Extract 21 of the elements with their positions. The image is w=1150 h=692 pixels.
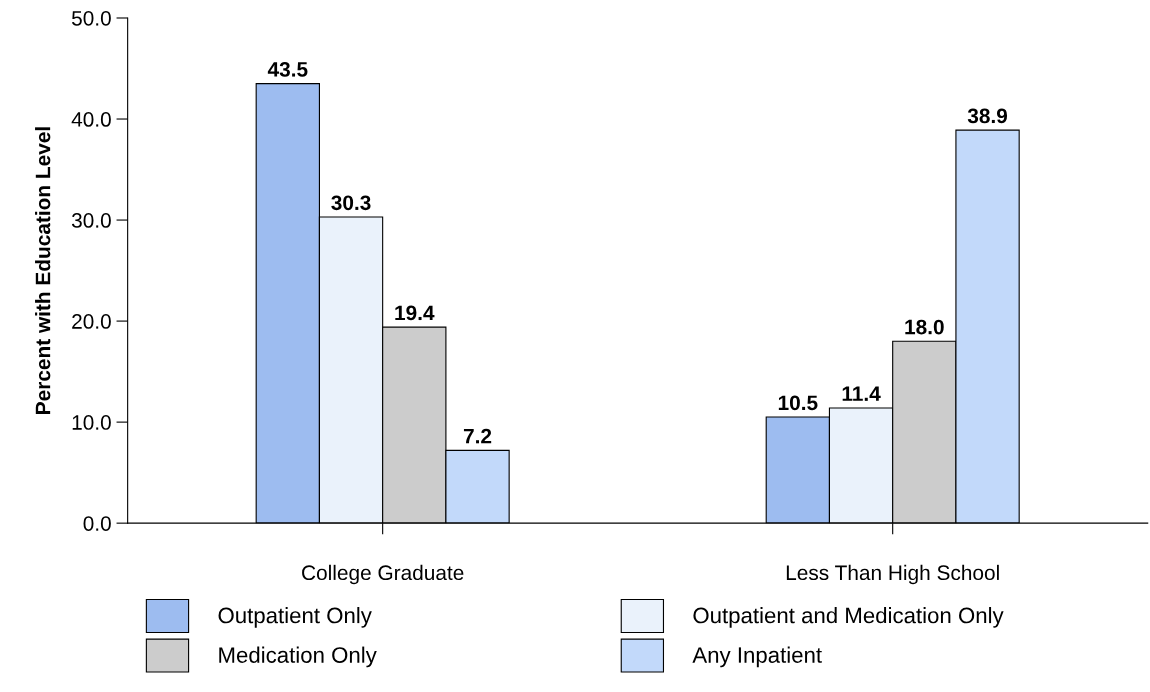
data-label: 10.5 — [778, 395, 818, 411]
y-tick-label: 30.0 — [71, 213, 111, 228]
data-label: 43.5 — [267, 62, 308, 77]
data-label: 38.9 — [967, 108, 1008, 124]
y-tick-label: 0.0 — [83, 516, 111, 531]
legend-label: Outpatient Only — [218, 607, 372, 628]
legend-label: Medication Only — [219, 646, 377, 668]
x-tick-label: Less Than High School — [786, 564, 999, 585]
data-label: 7.2 — [463, 428, 492, 444]
data-label: 19.4 — [395, 305, 435, 321]
y-tick-label: 20.0 — [72, 314, 111, 329]
data-label: 11.4 — [842, 386, 881, 401]
x-tick-label: College Graduate — [302, 564, 464, 585]
legend-label: Any Inpatient — [692, 646, 822, 668]
legend-label: Outpatient and Medication Only — [693, 607, 1004, 628]
y-tick-label: 40.0 — [71, 112, 111, 127]
data-label: 18.0 — [905, 319, 944, 335]
y-axis-title: Percent with Education Level — [35, 127, 51, 414]
data-label: 30.3 — [331, 195, 371, 211]
y-tick-label: 10.0 — [72, 415, 111, 430]
y-tick-label: 50.0 — [71, 10, 111, 26]
